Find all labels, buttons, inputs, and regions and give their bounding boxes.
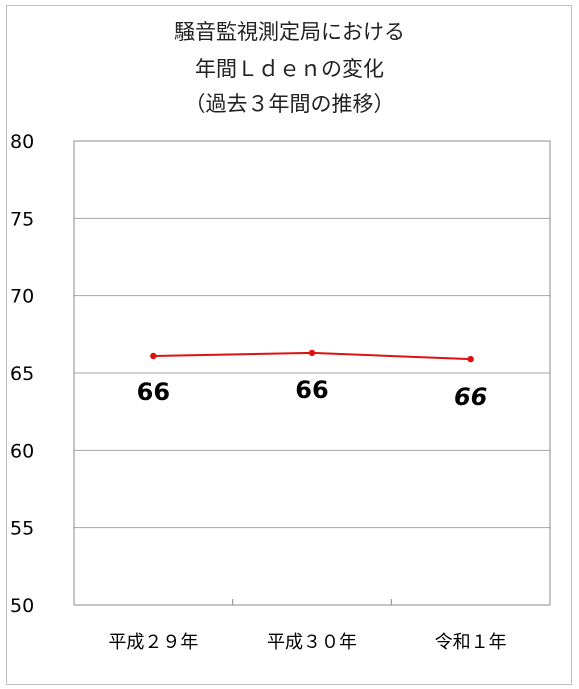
y-tick-label: 75 xyxy=(10,208,34,230)
y-tick-label: 70 xyxy=(10,286,34,308)
x-tick-label: 平成３０年 xyxy=(267,632,357,653)
y-tick-label: 80 xyxy=(10,131,34,153)
x-tick-label: 平成２９年 xyxy=(108,632,198,653)
data-point xyxy=(467,355,474,363)
data-point xyxy=(308,349,316,357)
chart-frame xyxy=(6,5,572,685)
y-tick-label: 55 xyxy=(10,518,34,540)
chart-title-line-2: 年間Ｌｄｅｎの変化 xyxy=(195,57,384,81)
plot-area xyxy=(73,140,551,606)
data-point xyxy=(150,352,157,360)
y-tick-label: 60 xyxy=(10,440,34,462)
y-tick-label: 65 xyxy=(10,363,34,385)
chart-title-line-3: （過去３年間の推移） xyxy=(184,92,395,116)
x-tick-label: 令和１年 xyxy=(435,632,507,653)
data-label: 66 xyxy=(454,383,487,411)
chart-title-line-1: 騒音監視測定局における xyxy=(174,20,405,44)
data-label: 66 xyxy=(295,376,328,404)
y-tick-label: 50 xyxy=(10,595,34,617)
data-label: 66 xyxy=(137,378,170,406)
